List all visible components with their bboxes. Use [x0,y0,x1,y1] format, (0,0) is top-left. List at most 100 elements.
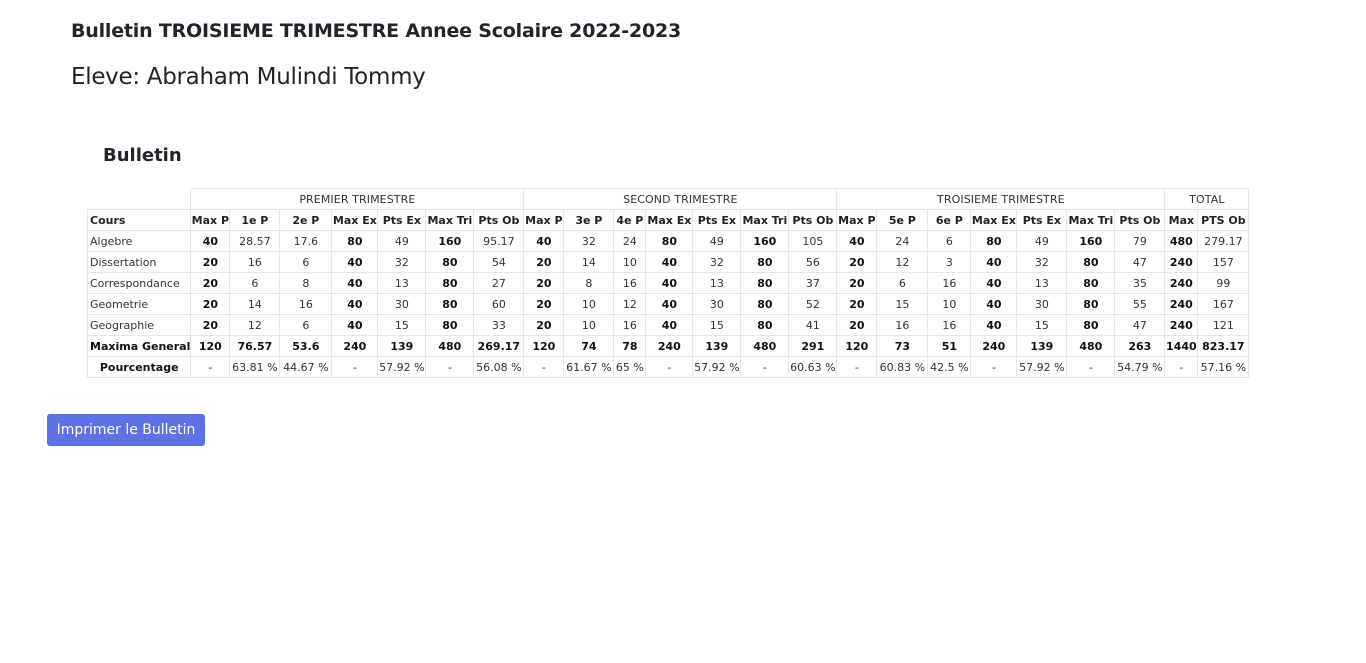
grade-cell: 28.57 [229,230,281,252]
blank-header-cell [87,188,192,210]
grade-cell: 32 [1016,251,1068,273]
grade-cell: 40 [331,314,379,336]
total-cell: 263 [1114,335,1166,357]
grade-cell: 240 [1164,272,1199,294]
grade-cell: 40 [331,293,379,315]
grade-cell: 160 [740,230,790,252]
grade-cell: 15 [876,293,929,315]
grade-cell: 15 [377,314,427,336]
grade-cell: 6 [927,230,972,252]
grade-cell: 13 [692,272,742,294]
total-cell: 480 [425,335,475,357]
grade-cell: 80 [425,272,475,294]
grade-cell: 20 [190,272,231,294]
grade-cell: 15 [1016,314,1068,336]
grade-cell: 240 [1164,314,1199,336]
grade-cell: 16 [613,314,647,336]
grade-cell: 16 [613,272,647,294]
grades-table: PREMIER TRIMESTRE SECOND TRIMESTRE TROIS… [86,188,1250,378]
percent-cell: 57.16 % [1197,356,1250,378]
grade-cell: 8 [279,272,333,294]
percent-cell: - [331,356,379,378]
percent-cell: - [740,356,790,378]
total-cell: 291 [788,335,838,357]
grade-cell: 32 [377,251,427,273]
grade-cell: 80 [645,230,694,252]
grade-cell: 16 [876,314,929,336]
column-header: Max Ex [970,209,1018,231]
grade-cell: 20 [523,293,565,315]
total-cell: 139 [692,335,742,357]
table-row: Correspondance 20 6 8 40 13 80 27 20 8 16 40 13 80 37 2… [86,272,1250,294]
grade-cell: 80 [425,314,475,336]
grade-cell: 40 [523,230,565,252]
total-cell: 269.17 [473,335,525,357]
grade-cell: 40 [645,272,694,294]
column-header: 6e P [927,209,972,231]
grade-cell: 160 [1066,230,1116,252]
percent-cell: 57.92 % [377,356,427,378]
grade-cell: 80 [740,293,790,315]
grade-cell: 121 [1197,314,1250,336]
grade-cell: 6 [279,314,333,336]
grade-cell: 20 [836,272,878,294]
grade-cell: 160 [425,230,475,252]
grade-cell: 480 [1164,230,1199,252]
grade-cell: 10 [613,251,647,273]
percent-cell: - [425,356,475,378]
pourcentage-row: Pourcentage -63.81 % 44.67 % -57.92 % -56.08… [86,356,1250,378]
grade-cell: 55 [1114,293,1166,315]
grades-body: Algebre 40 28.57 17.6 80 49 160 95.17 40 32 24 80 49… [86,230,1250,378]
grade-cell: 40 [970,293,1018,315]
grade-cell: 3 [927,251,972,273]
total-cell: 78 [613,335,647,357]
grade-cell: 49 [692,230,742,252]
print-bulletin-button[interactable]: Imprimer le Bulletin [47,414,205,446]
column-header: Max P [836,209,878,231]
grade-cell: 12 [876,251,929,273]
total-cell: 240 [331,335,379,357]
grade-cell: 80 [1066,293,1116,315]
grade-cell: 40 [190,230,231,252]
percent-cell: - [523,356,565,378]
course-name-cell: Correspondance [86,272,192,294]
grade-cell: 80 [970,230,1018,252]
percent-cell: - [190,356,231,378]
grade-cell: 80 [1066,251,1116,273]
total-cell: 1440 [1164,335,1199,357]
percent-cell: 60.63 % [788,356,838,378]
total-cell: 120 [523,335,565,357]
grade-cell: 279.17 [1197,230,1250,252]
grade-cell: 105 [788,230,838,252]
grade-cell: 12 [613,293,647,315]
grade-cell: 40 [970,314,1018,336]
group-premier-trimestre: PREMIER TRIMESTRE [190,188,525,210]
grade-cell: 27 [473,272,525,294]
column-header: Max P [190,209,231,231]
course-name-cell: Algebre [86,230,192,252]
percent-cell: 57.92 % [692,356,742,378]
grade-cell: 30 [692,293,742,315]
total-cell: 51 [927,335,972,357]
grade-cell: 49 [1016,230,1068,252]
grade-cell: 14 [229,293,281,315]
grade-cell: 24 [876,230,929,252]
grade-cell: 14 [563,251,615,273]
table-row: Geographie 20 12 6 40 15 80 33 20 10 16 40 15 80 41 20 1… [86,314,1250,336]
percent-cell: 54.79 % [1114,356,1166,378]
column-header: Max P [523,209,565,231]
grade-cell: 41 [788,314,838,336]
table-row: Algebre 40 28.57 17.6 80 49 160 95.17 40 32 24 80 49… [86,230,1250,252]
grade-cell: 40 [331,272,379,294]
percent-cell: 60.83 % [876,356,929,378]
grade-cell: 6 [229,272,281,294]
column-header: Pts Ex [692,209,742,231]
total-cell: 74 [563,335,615,357]
course-name-cell: Dissertation [86,251,192,273]
table-row: Geometrie 20 14 16 40 30 80 60 20 10 12 40 30 80 52 20 1… [86,293,1250,315]
grade-cell: 52 [788,293,838,315]
grade-cell: 40 [331,251,379,273]
grade-cell: 17.6 [279,230,333,252]
grade-cell: 80 [331,230,379,252]
group-header-row: PREMIER TRIMESTRE SECOND TRIMESTRE TROIS… [87,188,1250,210]
